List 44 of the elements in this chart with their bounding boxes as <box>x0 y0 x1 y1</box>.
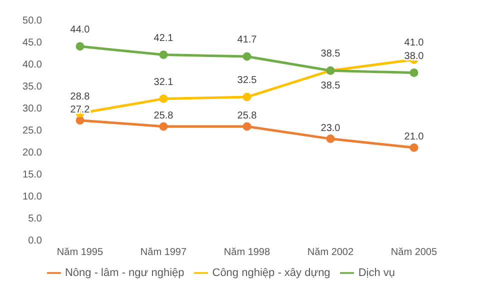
point <box>159 50 168 60</box>
point <box>242 52 252 61</box>
legend-label: Nông - lâm - ngư nghiệp <box>64 266 184 279</box>
data-label: 21.0 <box>404 132 424 143</box>
legend-label: Công nghiệp - xây dựng <box>212 266 330 279</box>
x-tick-label: Năm 1998 <box>224 247 271 258</box>
point <box>242 122 252 131</box>
y-tick-label: 15.0 <box>22 170 42 181</box>
y-tick-label: 40.0 <box>22 60 42 71</box>
point <box>159 122 168 131</box>
legend-label: Dịch vụ <box>358 266 395 279</box>
data-label: 28.8 <box>70 91 90 102</box>
point <box>159 94 168 104</box>
point <box>410 143 418 152</box>
data-label: 38.5 <box>320 80 341 92</box>
y-tick-label: 30.0 <box>22 104 42 115</box>
data-label: 25.8 <box>154 110 174 122</box>
y-tick-label: 10.0 <box>22 192 42 203</box>
data-label: 42.1 <box>154 32 174 44</box>
y-tick-label: 25.0 <box>22 126 42 137</box>
point <box>76 42 84 51</box>
y-tick-label: 45.0 <box>22 38 42 49</box>
point <box>242 92 252 102</box>
data-label: 38.0 <box>404 50 424 62</box>
data-label: 32.1 <box>154 76 174 88</box>
data-label: 32.5 <box>237 75 258 86</box>
data-label: 23.0 <box>320 122 341 134</box>
x-tick-label: Năm 2002 <box>307 247 354 258</box>
x-tick-label: Năm 1997 <box>140 247 188 258</box>
y-tick-label: 20.0 <box>22 148 42 159</box>
y-tick-label: 0.0 <box>28 236 42 247</box>
y-tick-label: 35.0 <box>22 82 42 93</box>
data-label: 41.0 <box>404 38 424 49</box>
point <box>410 68 418 78</box>
data-label: 41.7 <box>237 34 258 46</box>
point <box>76 116 84 125</box>
x-tick-label: Năm 2005 <box>390 247 438 258</box>
point <box>326 134 335 144</box>
data-label: 25.8 <box>237 110 258 122</box>
y-tick-label: 5.0 <box>28 214 42 225</box>
x-tick-label: Năm 1995 <box>56 247 104 258</box>
data-label: 44.0 <box>70 24 90 36</box>
data-label: 38.5 <box>320 48 341 60</box>
y-tick-label: 50.0 <box>22 16 42 27</box>
